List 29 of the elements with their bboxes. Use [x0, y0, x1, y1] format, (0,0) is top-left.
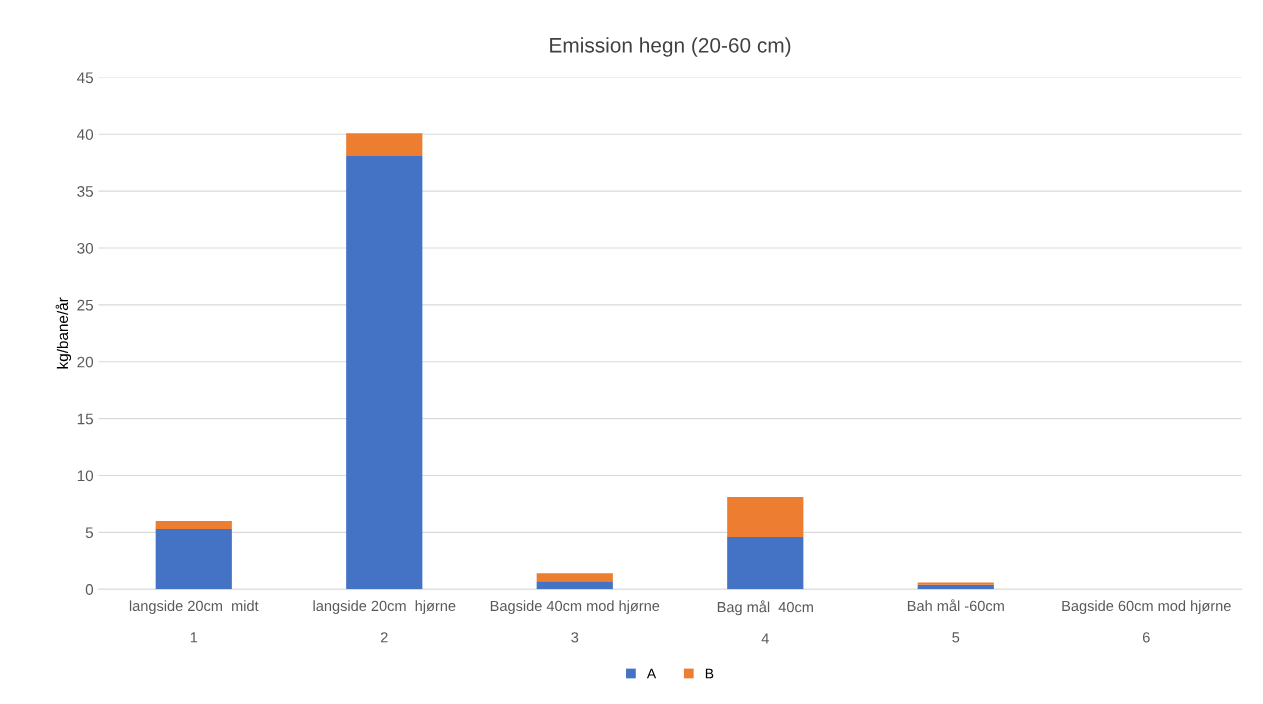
y-tick-label: 10: [77, 470, 94, 482]
bar: [727, 497, 804, 537]
bar: [917, 582, 994, 585]
category-label: langside 20cm hjørne 2: [313, 600, 456, 643]
category-label: Bagside 40cm mod hjørne 3: [490, 600, 660, 643]
category-label: langside 20cm midt 1: [129, 600, 259, 643]
y-tick-label: 35: [77, 186, 94, 197]
bar: [155, 521, 232, 529]
y-tick-label: 20: [77, 356, 94, 368]
bar: [346, 155, 423, 590]
y-tick-label: 5: [85, 527, 94, 539]
bar: [346, 133, 423, 156]
y-tick-label: 40: [77, 129, 94, 140]
bar: [536, 581, 613, 590]
category-label: Bah mål -60cm 5: [907, 599, 1004, 643]
y-tick-label: 45: [77, 72, 94, 84]
category-label: Bag mål 40cm 4: [717, 600, 813, 644]
legend-label: B: [705, 668, 714, 679]
y-tick-label: 30: [77, 242, 94, 254]
y-tick-label: 0: [85, 584, 94, 595]
category-label: Bagside 60cm mod hjørne 6: [1062, 600, 1231, 643]
y-tick-label: 15: [77, 413, 94, 425]
bar: [536, 573, 613, 582]
legend-label: A: [646, 668, 657, 679]
bar: [155, 528, 232, 590]
chart-title: Emission hegn (20-60 cm): [550, 37, 791, 57]
y-tick-label: 25: [77, 299, 94, 311]
y-axis-title: kg/bane/år: [55, 297, 72, 369]
bar: [727, 536, 804, 590]
